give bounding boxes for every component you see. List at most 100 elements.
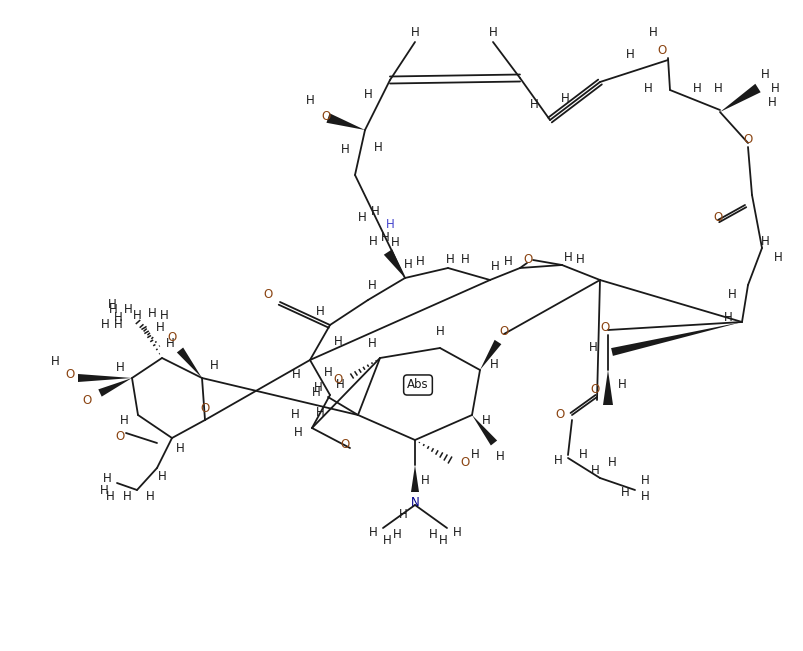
Polygon shape [479, 340, 501, 370]
Text: H: H [148, 307, 156, 320]
Text: H: H [488, 25, 497, 38]
Text: O: O [589, 383, 599, 396]
Text: H: H [435, 326, 444, 339]
Text: H: H [316, 406, 324, 419]
Text: H: H [617, 378, 626, 391]
Text: H: H [452, 525, 461, 538]
Text: H: H [175, 441, 184, 454]
Text: H: H [145, 490, 154, 503]
Text: H: H [410, 25, 419, 38]
Text: H: H [157, 469, 166, 482]
Text: H: H [368, 236, 377, 249]
Text: O: O [600, 322, 609, 335]
Text: H: H [120, 413, 128, 426]
Text: H: H [316, 305, 324, 318]
Text: H: H [640, 473, 649, 486]
Text: H: H [590, 464, 598, 477]
Polygon shape [177, 348, 202, 378]
Text: O: O [460, 456, 469, 469]
Text: H: H [529, 98, 538, 111]
Text: H: H [460, 253, 469, 266]
Polygon shape [410, 465, 418, 492]
Text: H: H [100, 318, 109, 331]
Text: H: H [553, 454, 561, 467]
Text: O: O [712, 212, 722, 225]
Polygon shape [719, 84, 760, 112]
Text: H: H [333, 335, 342, 348]
Text: O: O [263, 288, 272, 301]
Text: H: H [445, 253, 454, 266]
Text: H: H [105, 490, 114, 503]
Text: O: O [200, 402, 210, 415]
Text: H: H [420, 473, 429, 486]
Text: H: H [578, 449, 587, 462]
Text: H: H [382, 534, 391, 546]
Text: H: H [51, 355, 59, 368]
Text: H: H [313, 381, 322, 395]
Text: H: H [560, 92, 569, 105]
Text: H: H [340, 143, 349, 156]
Text: H: H [335, 378, 344, 391]
Polygon shape [98, 378, 132, 396]
Text: H: H [210, 359, 218, 372]
Text: H: H [373, 141, 382, 154]
Text: H: H [563, 251, 572, 264]
Text: H: H [648, 25, 657, 38]
Text: O: O [333, 374, 342, 387]
Polygon shape [602, 370, 612, 405]
Text: H: H [481, 413, 490, 426]
Text: H: H [116, 361, 124, 374]
Text: O: O [82, 393, 92, 406]
Text: O: O [743, 133, 752, 146]
Text: H: H [124, 303, 132, 316]
Text: H: H [368, 525, 377, 538]
Text: Abs: Abs [406, 378, 428, 391]
Text: H: H [367, 337, 376, 350]
Text: H: H [767, 96, 776, 109]
Text: H: H [370, 206, 379, 219]
Text: H: H [160, 309, 168, 322]
Text: H: H [625, 49, 634, 61]
Text: H: H [108, 299, 116, 311]
Polygon shape [610, 322, 741, 356]
Text: O: O [523, 253, 532, 266]
Text: H: H [723, 311, 732, 324]
Text: H: H [367, 279, 376, 292]
Text: H: H [100, 484, 108, 497]
Text: H: H [415, 255, 424, 268]
Text: H: H [165, 337, 174, 350]
Polygon shape [383, 249, 405, 278]
Text: H: H [290, 408, 299, 421]
Text: H: H [390, 236, 399, 249]
Text: H: H [312, 387, 320, 400]
Text: O: O [657, 44, 666, 57]
Text: H: H [113, 311, 122, 324]
Text: H: H [123, 490, 131, 503]
Polygon shape [471, 415, 496, 445]
Text: H: H [495, 450, 503, 464]
Text: H: H [438, 534, 446, 546]
Text: H: H [380, 232, 389, 245]
Text: H: H [357, 212, 366, 225]
Text: H: H [428, 529, 437, 542]
Text: O: O [321, 109, 330, 122]
Text: H: H [607, 456, 616, 469]
Text: H: H [103, 471, 112, 484]
Text: H: H [363, 89, 372, 102]
Text: H: H [489, 359, 498, 372]
Text: H: H [772, 251, 781, 264]
Text: H: H [293, 426, 302, 439]
Polygon shape [326, 113, 365, 130]
Text: N: N [410, 495, 419, 508]
Text: H: H [490, 260, 499, 273]
Text: H: H [503, 255, 512, 268]
Text: H: H [291, 368, 300, 381]
Text: H: H [760, 236, 768, 249]
Text: H: H [392, 529, 401, 542]
Polygon shape [78, 374, 132, 382]
Text: H: H [760, 68, 768, 81]
Text: H: H [385, 219, 394, 232]
Text: H: H [640, 490, 649, 503]
Text: H: H [727, 288, 736, 301]
Text: H: H [691, 81, 700, 94]
